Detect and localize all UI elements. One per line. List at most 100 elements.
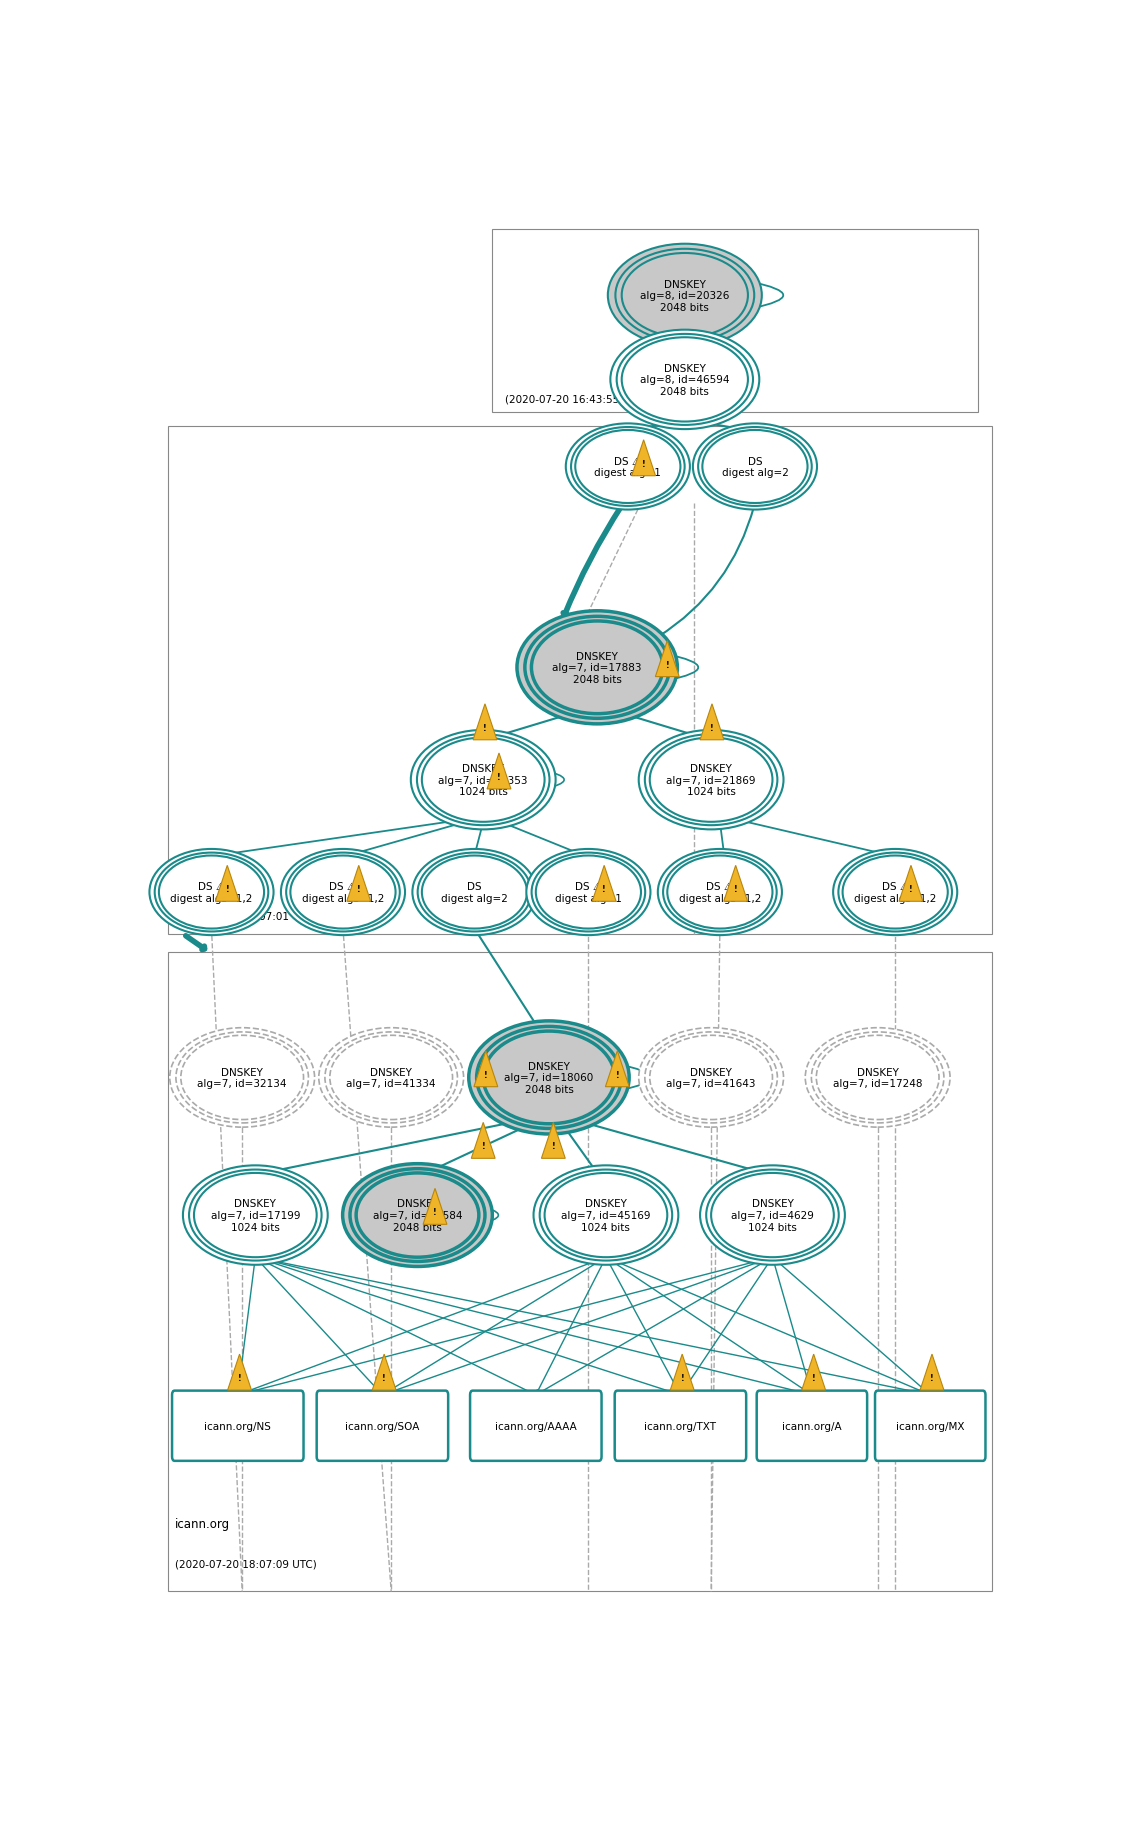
Text: !: ! bbox=[482, 1141, 485, 1150]
FancyBboxPatch shape bbox=[615, 1391, 746, 1460]
Polygon shape bbox=[227, 1354, 251, 1391]
Ellipse shape bbox=[158, 857, 265, 930]
Text: org: org bbox=[174, 868, 195, 881]
Text: DS ⚠
digest alg=1: DS ⚠ digest alg=1 bbox=[595, 456, 662, 478]
Text: !: ! bbox=[734, 884, 737, 893]
Ellipse shape bbox=[693, 425, 817, 510]
Text: icann.org/A: icann.org/A bbox=[783, 1420, 841, 1431]
Ellipse shape bbox=[566, 425, 690, 510]
Text: DS
digest alg=2: DS digest alg=2 bbox=[722, 456, 788, 478]
FancyBboxPatch shape bbox=[172, 1391, 303, 1460]
Ellipse shape bbox=[183, 1165, 328, 1265]
Polygon shape bbox=[372, 1354, 396, 1391]
Text: DNSKEY
alg=7, id=4629
1024 bits: DNSKEY alg=7, id=4629 1024 bits bbox=[731, 1200, 814, 1232]
Text: !: ! bbox=[665, 660, 670, 669]
Text: (2020-07-20 18:07:09 UTC): (2020-07-20 18:07:09 UTC) bbox=[174, 1559, 317, 1570]
Ellipse shape bbox=[286, 853, 399, 932]
Text: !: ! bbox=[238, 1373, 241, 1382]
Ellipse shape bbox=[658, 850, 782, 935]
Ellipse shape bbox=[639, 1028, 784, 1127]
Ellipse shape bbox=[805, 1028, 950, 1127]
Ellipse shape bbox=[155, 853, 268, 932]
Ellipse shape bbox=[622, 337, 748, 423]
Ellipse shape bbox=[417, 735, 550, 826]
Polygon shape bbox=[700, 704, 724, 740]
Text: DS ⚠
digest algs=1,2: DS ⚠ digest algs=1,2 bbox=[679, 882, 761, 904]
Ellipse shape bbox=[667, 857, 772, 930]
Text: !: ! bbox=[382, 1373, 386, 1382]
Polygon shape bbox=[921, 1354, 944, 1391]
Ellipse shape bbox=[411, 731, 555, 829]
Polygon shape bbox=[542, 1123, 566, 1159]
Text: (2020-07-20 16:43:55 UTC): (2020-07-20 16:43:55 UTC) bbox=[506, 394, 647, 405]
Ellipse shape bbox=[181, 1035, 303, 1119]
Ellipse shape bbox=[483, 1032, 615, 1125]
Ellipse shape bbox=[532, 622, 663, 715]
Text: DS ⚠
digest algs=1,2: DS ⚠ digest algs=1,2 bbox=[854, 882, 936, 904]
Ellipse shape bbox=[698, 428, 812, 507]
Ellipse shape bbox=[645, 1032, 777, 1123]
Text: DNSKEY
alg=7, id=18060
2048 bits: DNSKEY alg=7, id=18060 2048 bits bbox=[504, 1061, 594, 1094]
Ellipse shape bbox=[545, 1174, 667, 1258]
Ellipse shape bbox=[811, 1032, 944, 1123]
Ellipse shape bbox=[663, 853, 777, 932]
Text: DNSKEY
alg=7, id=21869
1024 bits: DNSKEY alg=7, id=21869 1024 bits bbox=[666, 764, 756, 797]
Text: DNSKEY
alg=7, id=17883
2048 bits: DNSKEY alg=7, id=17883 2048 bits bbox=[552, 651, 642, 685]
Ellipse shape bbox=[607, 244, 762, 348]
Text: !: ! bbox=[498, 773, 501, 782]
Ellipse shape bbox=[330, 1035, 452, 1119]
Ellipse shape bbox=[702, 430, 808, 503]
Text: icann.org/TXT: icann.org/TXT bbox=[645, 1420, 716, 1431]
Text: DNSKEY
alg=7, id=41334: DNSKEY alg=7, id=41334 bbox=[346, 1066, 435, 1088]
Polygon shape bbox=[655, 642, 680, 676]
Text: !: ! bbox=[357, 884, 361, 893]
Ellipse shape bbox=[468, 1021, 629, 1134]
Text: DS ⚠
digest algs=1,2: DS ⚠ digest algs=1,2 bbox=[171, 882, 252, 904]
Polygon shape bbox=[899, 866, 923, 902]
Text: DNSKEY
alg=8, id=20326
2048 bits: DNSKEY alg=8, id=20326 2048 bits bbox=[640, 279, 729, 312]
Polygon shape bbox=[347, 866, 371, 902]
Polygon shape bbox=[671, 1354, 694, 1391]
Ellipse shape bbox=[349, 1169, 485, 1262]
Text: icann.org/MX: icann.org/MX bbox=[896, 1420, 965, 1431]
Polygon shape bbox=[487, 753, 511, 789]
Text: !: ! bbox=[930, 1373, 934, 1382]
Text: !: ! bbox=[603, 884, 606, 893]
Text: icann.org/SOA: icann.org/SOA bbox=[345, 1420, 420, 1431]
Ellipse shape bbox=[343, 1165, 492, 1267]
Ellipse shape bbox=[616, 335, 753, 425]
Ellipse shape bbox=[422, 857, 527, 930]
Ellipse shape bbox=[417, 853, 532, 932]
Text: !: ! bbox=[641, 459, 646, 469]
Polygon shape bbox=[474, 1052, 498, 1087]
Text: !: ! bbox=[681, 1373, 684, 1382]
Ellipse shape bbox=[517, 611, 677, 724]
FancyBboxPatch shape bbox=[875, 1391, 985, 1460]
FancyBboxPatch shape bbox=[470, 1391, 602, 1460]
Polygon shape bbox=[724, 866, 748, 902]
Polygon shape bbox=[423, 1189, 447, 1225]
Polygon shape bbox=[472, 1123, 495, 1159]
Text: !: ! bbox=[909, 884, 913, 893]
Text: DNSKEY
alg=7, id=17248: DNSKEY alg=7, id=17248 bbox=[832, 1066, 923, 1088]
Ellipse shape bbox=[645, 735, 777, 826]
Ellipse shape bbox=[280, 850, 405, 935]
Polygon shape bbox=[802, 1354, 826, 1391]
Text: DNSKEY
alg=7, id=27353
1024 bits: DNSKEY alg=7, id=27353 1024 bits bbox=[439, 764, 528, 797]
Text: DNSKEY
alg=8, id=46594
2048 bits: DNSKEY alg=8, id=46594 2048 bits bbox=[640, 363, 729, 397]
Text: !: ! bbox=[483, 724, 486, 733]
Ellipse shape bbox=[817, 1035, 939, 1119]
Ellipse shape bbox=[189, 1170, 321, 1262]
Ellipse shape bbox=[838, 853, 952, 932]
Text: icann.org/AAAA: icann.org/AAAA bbox=[495, 1420, 577, 1431]
Text: !: ! bbox=[484, 1070, 487, 1079]
Ellipse shape bbox=[195, 1174, 317, 1258]
FancyBboxPatch shape bbox=[167, 427, 992, 935]
Ellipse shape bbox=[325, 1032, 457, 1123]
Text: DS ⚠
digest alg=1: DS ⚠ digest alg=1 bbox=[555, 882, 622, 904]
Text: DNSKEY
alg=7, id=17199
1024 bits: DNSKEY alg=7, id=17199 1024 bits bbox=[210, 1200, 300, 1232]
Text: !: ! bbox=[433, 1209, 437, 1216]
Ellipse shape bbox=[526, 850, 650, 935]
Polygon shape bbox=[605, 1052, 629, 1087]
Ellipse shape bbox=[149, 850, 274, 935]
